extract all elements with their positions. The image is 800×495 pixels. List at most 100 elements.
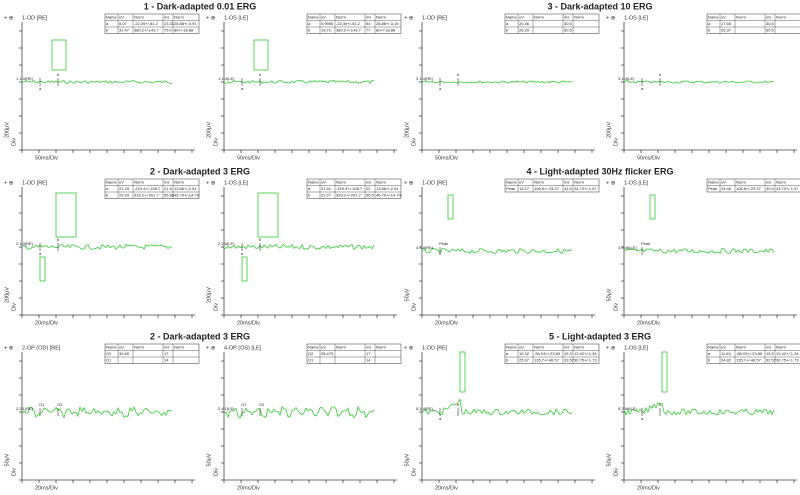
eye-label: 1-OS [LE] xyxy=(224,180,249,186)
crosshair-icon: + ⊕ xyxy=(4,345,14,351)
table-header: ms xyxy=(366,179,371,184)
table-cell: 56.5 xyxy=(366,192,375,197)
table-cell: 54 xyxy=(366,21,371,26)
panel-title: 1 - Dark-adapted 0.01 ERG xyxy=(144,1,257,11)
table-header: ms xyxy=(564,344,569,349)
table-cell: 10.32 xyxy=(519,351,530,356)
table-header: Norm xyxy=(776,179,786,184)
trace-label: 4.2.46(LE) xyxy=(618,245,637,250)
table-cell: 75.0 xyxy=(164,27,173,32)
table-cell: -56.03+/-23.80 xyxy=(534,351,561,356)
marker-label: Peak xyxy=(641,241,650,246)
trace xyxy=(623,80,774,84)
table-cell: 135.7+/-46.57 xyxy=(736,357,762,362)
table-header: Name xyxy=(708,14,719,19)
table-header: Name xyxy=(506,344,517,349)
marker-label: O2 xyxy=(57,402,63,407)
table-cell: 21.33 xyxy=(119,186,130,191)
table-cell: 46.79+/-14.74 xyxy=(376,192,402,197)
trace-label: 3.1.4(RE) xyxy=(416,76,434,81)
table-cell: 14 xyxy=(366,357,371,362)
marker-label: a xyxy=(39,86,42,91)
table-cell: O1 xyxy=(106,357,112,362)
table-cell: 11.63 xyxy=(721,351,731,356)
plot: + ⊕ 1-OS [LE]200μVDiv50ms/Div3.1.4(LE)abN… xyxy=(606,13,800,161)
table-cell: 33.57 xyxy=(564,357,575,362)
table-cell: -22.39+/-51.2 xyxy=(336,21,361,26)
x-scale-label: 20ms/Div xyxy=(435,320,458,326)
x-scale-label: 20ms/Div xyxy=(435,485,458,491)
crosshair-icon: + ⊕ xyxy=(4,180,14,186)
table-cell: 30.5 xyxy=(564,21,573,26)
trace-label: 2.1.6(LE) xyxy=(218,241,235,246)
table-cell: 28.475 xyxy=(321,351,334,356)
table-header: Name xyxy=(106,14,117,19)
plot: + ⊕ 1-OD [RE]50μVDiv20ms/Div5.1.4(RE)abNa… xyxy=(404,343,600,491)
y-scale-label: 50μV xyxy=(206,453,212,466)
plot: + ⊕ 1-OS [LE]200μVDiv20ms/Div2.1.6(LE)abN… xyxy=(206,178,402,326)
table-cell: 15.3 xyxy=(564,351,573,356)
table-cell: O1 xyxy=(308,357,314,362)
table-header: ms xyxy=(564,179,569,184)
table-cell: 17.55 xyxy=(721,21,732,26)
table-cell: -22.39+/-51.2 xyxy=(134,21,159,26)
table-cell: b xyxy=(506,27,509,32)
marker-label: a xyxy=(241,86,244,91)
result-table xyxy=(306,178,402,199)
trace-label: 2.3.1(RE) xyxy=(16,406,34,411)
table-header: ms xyxy=(164,179,169,184)
table-cell: 28.88+/-3.15 xyxy=(376,21,399,26)
table-cell: 106.8+/-23.37 xyxy=(736,186,762,191)
table-cell: 50.5 xyxy=(766,27,775,32)
table-header: uV xyxy=(721,179,726,184)
table-cell: a xyxy=(106,21,109,26)
x-scale-label: 20ms/Div xyxy=(637,320,660,326)
trace xyxy=(21,243,173,250)
y-unit-label: Div xyxy=(213,138,219,146)
marker-label: b xyxy=(659,402,662,407)
table-header: Name xyxy=(308,14,319,19)
crosshair-icon: + ⊕ xyxy=(404,345,414,351)
x-scale-label: 50ms/Div xyxy=(637,155,660,161)
table-cell: 22 xyxy=(366,186,371,191)
marker-label: b xyxy=(57,237,60,242)
marker-label: a xyxy=(439,86,442,91)
normative-box xyxy=(459,351,466,393)
y-unit-label: Div xyxy=(411,138,417,146)
table-cell: a xyxy=(106,186,109,191)
table-header: Norm xyxy=(376,14,386,19)
marker-label: b xyxy=(57,72,60,77)
eye-label: 1-OS [LE] xyxy=(624,15,649,21)
trace xyxy=(223,243,375,251)
normative-box xyxy=(253,39,269,71)
table-header: uV xyxy=(721,344,726,349)
table-cell: 25.97 xyxy=(519,357,530,362)
plot: + ⊕ 1-OD [RE]200μVDiv50ms/Div3.1.4(RE)abN… xyxy=(404,13,600,161)
eye-label: 1-OS [LE] xyxy=(624,345,649,351)
table-header: Name xyxy=(708,344,719,349)
trace-label: 2.1.4(RE) xyxy=(16,241,34,246)
y-scale-label: 50μV xyxy=(4,453,10,466)
y-scale-label: 200μV xyxy=(206,287,212,303)
marker-label: a xyxy=(439,416,442,421)
table-cell: b xyxy=(708,27,711,32)
marker-label: a xyxy=(241,251,244,256)
table-header: ms xyxy=(766,179,771,184)
table-cell: 80+/-18.88 xyxy=(174,27,194,32)
trace xyxy=(421,398,573,416)
result-table xyxy=(306,13,402,34)
table-cell: 32.57 xyxy=(766,357,777,362)
table-header: Norm xyxy=(574,14,584,19)
table-cell: 46.79+/-14.79 xyxy=(174,192,200,197)
table-cell: 24.82 xyxy=(721,357,732,362)
table-cell: 21.41 xyxy=(321,186,332,191)
crosshair-icon: + ⊕ xyxy=(606,15,616,21)
y-unit-label: Div xyxy=(11,138,17,146)
table-cell: 31.5 xyxy=(564,186,573,191)
panel-title: 2 - Dark-adapted 3 ERG xyxy=(150,331,250,341)
x-scale-label: 50ms/Div xyxy=(237,155,260,161)
crosshair-icon: + ⊕ xyxy=(606,345,616,351)
panel-title: 5 - Light-adapted 3 ERG xyxy=(549,331,651,341)
marker-label: Peak xyxy=(439,241,448,246)
